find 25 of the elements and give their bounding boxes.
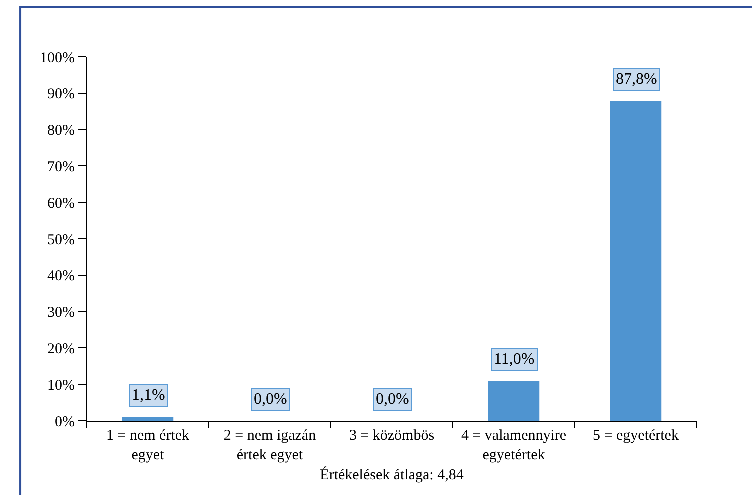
y-tick-label: 50% [48, 232, 75, 248]
y-tick-label: 90% [48, 86, 75, 103]
y-tick-label: 20% [48, 341, 75, 358]
bar [610, 101, 662, 421]
y-tick-label: 30% [48, 305, 75, 322]
x-tick-label: 5 = egyetértek [593, 428, 680, 444]
x-tick-label: 1 = nem értek egyet [106, 428, 190, 464]
data-label: 11,0% [494, 351, 535, 368]
data-label: 1,1% [132, 387, 166, 404]
y-tick-label: 10% [48, 378, 75, 394]
y-tick-label: 60% [48, 196, 75, 212]
x-axis-title: Értékelések átlaga: 4,84 [320, 466, 464, 484]
y-tick-label: 80% [48, 123, 75, 140]
y-tick-label: 40% [48, 268, 75, 285]
x-tick-label: 3 = közömbös [349, 428, 435, 444]
data-label: 87,8% [616, 71, 658, 88]
data-label: 0,0% [254, 391, 288, 408]
y-tick-label: 70% [48, 159, 75, 176]
bar [122, 417, 174, 421]
y-tick-label: 0% [55, 414, 75, 430]
bar [488, 380, 540, 421]
x-tick-label: 2 = nem igazán értek egyet [224, 428, 317, 464]
data-label: 0,0% [376, 391, 410, 408]
y-tick-label: 100% [40, 50, 75, 66]
x-tick-label: 4 = valamennyire egyetértek [461, 428, 567, 464]
